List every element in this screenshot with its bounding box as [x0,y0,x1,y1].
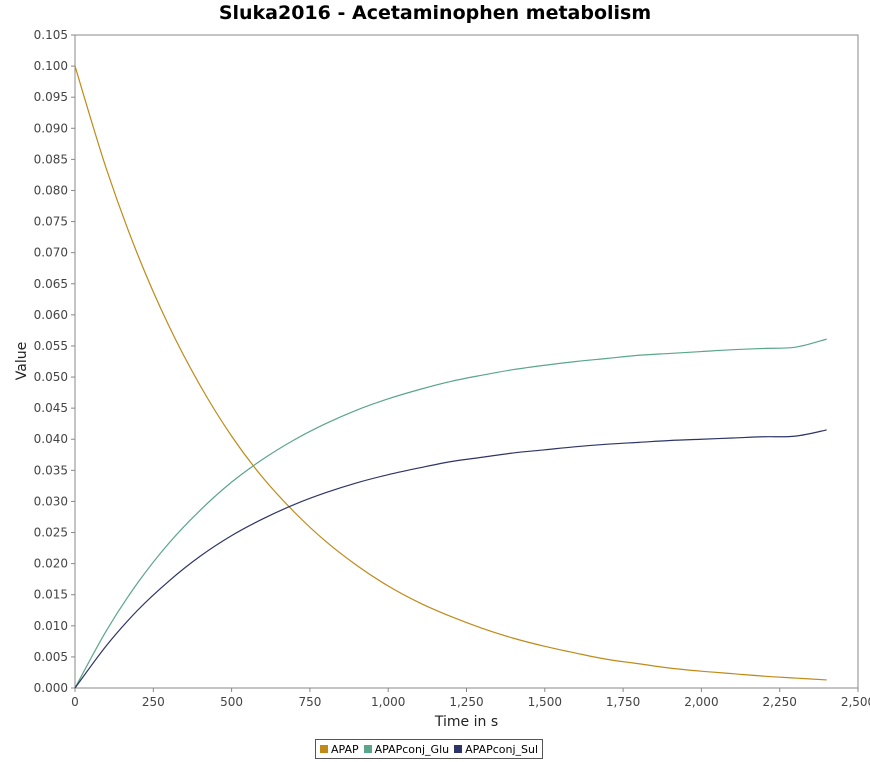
y-tick-label: 0.075 [34,215,68,229]
y-tick-label: 0.065 [34,277,68,291]
y-tick-label: 0.055 [34,339,68,353]
x-tick-label: 2,000 [684,695,718,709]
legend: APAP APAPconj_Glu APAPconj_Sul [315,739,544,759]
y-tick-label: 0.060 [34,308,68,322]
legend-swatch [320,745,328,753]
y-tick-label: 0.010 [34,619,68,633]
y-tick-label: 0.090 [34,121,68,135]
chart-title: Sluka2016 - Acetaminophen metabolism [218,2,652,24]
legend-swatch [363,745,372,753]
x-tick-label: 500 [220,695,243,709]
legend-item: APAPconj_Glu [363,742,450,756]
y-tick-label: 0.050 [34,370,68,384]
x-axis: 0 250 500 750 1,000 1,250 1,500 1,750 2,000 2,250… [71,688,870,709]
legend-label: APAP [331,742,359,756]
y-tick-label: 0.085 [34,152,68,166]
y-tick-label: 0.030 [34,494,68,508]
x-tick-label: 1,000 [371,695,405,709]
y-tick-label: 0.035 [34,463,68,477]
y-axis-label: Value [14,342,30,380]
x-tick-label: 2,500 [841,695,870,709]
x-tick-label: 250 [142,695,165,709]
y-tick-label: 0.015 [34,588,68,602]
plot-area [74,34,859,689]
series-layer [74,65,827,689]
x-tick-label: 750 [298,695,321,709]
series-line-apapconj-sul [74,429,827,689]
y-tick-label: 0.000 [34,681,68,695]
legend-swatch [454,745,463,753]
y-axis: 0.000 0.005 0.010 0.015 0.020 0.025 0.030 0.035… [34,28,75,695]
y-tick-label: 0.080 [34,183,68,197]
x-tick-label: 2,250 [763,695,797,709]
series-line-apapconj-glu [74,338,827,689]
legend-item: APAPconj_Sul [454,743,538,756]
y-tick-label: 0.040 [34,432,68,446]
x-axis-label: Time in s [434,714,498,730]
x-tick-label: 1,500 [528,695,562,709]
y-tick-label: 0.005 [34,650,68,664]
y-tick-label: 0.025 [34,526,68,540]
y-tick-label: 0.100 [34,59,68,73]
y-tick-label: 0.105 [34,28,68,42]
x-tick-label: 0 [71,695,79,709]
legend-label: APAPconj_Glu [374,742,450,756]
x-tick-label: 1,750 [606,695,640,709]
x-tick-label: 1,250 [449,695,483,709]
y-tick-label: 0.045 [34,401,68,415]
legend-item: APAP [320,743,359,756]
y-tick-label: 0.070 [34,246,68,260]
y-tick-label: 0.020 [34,557,68,571]
y-tick-label: 0.095 [34,90,68,104]
series-line-apap [74,65,827,681]
legend-label: APAPconj_Sul [465,742,539,756]
